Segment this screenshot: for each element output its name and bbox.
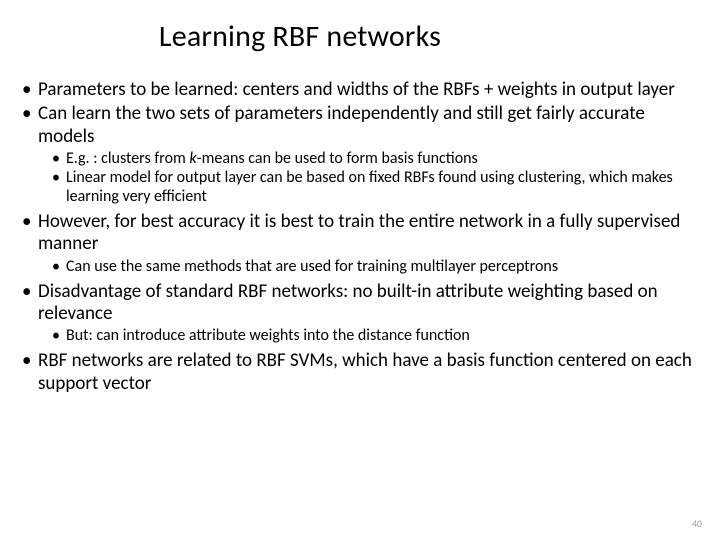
bullet-list: Parameters to be learned: centers and wi…	[22, 79, 698, 395]
sub-item: But: can introduce attribute weights int…	[22, 327, 698, 346]
sub-item: E.g. : clusters from k-means can be used…	[22, 150, 698, 169]
bullet-text: RBF networks are related to RBF SVMs, wh…	[38, 349, 692, 394]
sub-text: Can use the same methods that are used f…	[66, 257, 558, 276]
slide-title: Learning RBF networks	[82, 18, 518, 55]
sub-text-suffix: -means can be used to form basis functio…	[197, 149, 478, 168]
bullet-text: However, for best accuracy it is best to…	[38, 210, 680, 255]
bullet-item: Can learn the two sets of parameters ind…	[22, 103, 698, 148]
sub-list: But: can introduce attribute weights int…	[22, 327, 698, 346]
bullet-text: Parameters to be learned: centers and wi…	[38, 78, 675, 101]
sub-text: Linear model for output layer can be bas…	[66, 168, 673, 206]
bullet-item: Parameters to be learned: centers and wi…	[22, 79, 698, 101]
bullet-item: Disadvantage of standard RBF networks: n…	[22, 281, 698, 326]
sub-text: But: can introduce attribute weights int…	[66, 326, 470, 345]
bullet-text: Can learn the two sets of parameters ind…	[38, 102, 645, 147]
sub-text-prefix: E.g. : clusters from	[66, 149, 189, 168]
bullet-item: RBF networks are related to RBF SVMs, wh…	[22, 350, 698, 395]
sub-text-italic: k	[189, 149, 196, 168]
sub-item: Can use the same methods that are used f…	[22, 258, 698, 277]
slide: Learning RBF networks Parameters to be l…	[0, 0, 720, 540]
bullet-text: Disadvantage of standard RBF networks: n…	[38, 280, 658, 325]
bullet-item: However, for best accuracy it is best to…	[22, 211, 698, 256]
page-number: 40	[692, 517, 702, 530]
sub-item: Linear model for output layer can be bas…	[22, 169, 698, 207]
sub-list: Can use the same methods that are used f…	[22, 258, 698, 277]
sub-list: E.g. : clusters from k-means can be used…	[22, 150, 698, 207]
